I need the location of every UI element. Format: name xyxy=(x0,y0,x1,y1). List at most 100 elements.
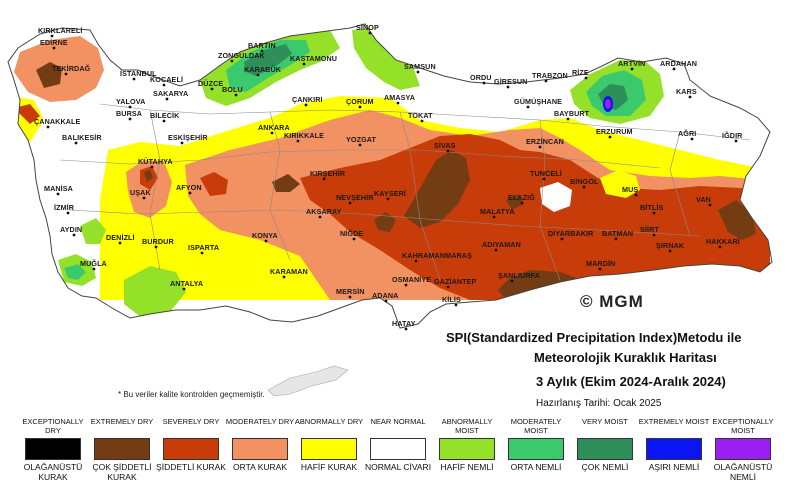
city-label: ORDU xyxy=(470,73,492,82)
city-dot xyxy=(230,59,234,63)
city-dot xyxy=(416,70,420,74)
city-dot xyxy=(52,46,56,50)
city-label: TEKİRDAĞ xyxy=(52,64,91,73)
city-label: EDİRNE xyxy=(40,38,68,47)
legend-item: EXTREMELY DRY ÇOK ŞİDDETLİ KURAK xyxy=(86,417,158,482)
legend-item: SEVERELY DRY ŞİDDETLİ KURAK xyxy=(155,417,227,473)
city-label: YOZGAT xyxy=(346,135,377,144)
legend-tr-label: AŞIRI NEMLİ xyxy=(648,462,700,472)
city-label: RİZE xyxy=(572,68,589,77)
city-label: MERSİN xyxy=(336,287,365,296)
city-label: BARTIN xyxy=(248,41,276,50)
city-label: ERZİNCAN xyxy=(526,137,564,146)
city-label: IĞDIR xyxy=(722,131,743,140)
legend-item: MODERATELY DRY ORTA KURAK xyxy=(224,417,296,473)
city-dot xyxy=(492,215,496,219)
city-dot xyxy=(296,139,300,143)
map-title-line1: SPI(Standardized Precipitation Index)Met… xyxy=(446,330,742,345)
city-dot xyxy=(264,239,268,243)
legend-item: MODERATELY MOIST ORTA NEMLİ xyxy=(500,417,572,473)
legend-swatch xyxy=(163,438,219,460)
city-label: KİLİS xyxy=(442,295,461,304)
city-dot xyxy=(608,135,612,139)
city-dot xyxy=(260,49,264,53)
city-label: KIRŞEHİR xyxy=(310,169,346,178)
city-label: KONYA xyxy=(252,231,278,240)
city-dot xyxy=(180,141,184,145)
legend-en-label: ABNORMALLY MOIST xyxy=(441,417,493,435)
city-label: KOCAELİ xyxy=(150,75,183,84)
legend-swatch xyxy=(508,438,564,460)
city-dot xyxy=(404,327,408,331)
city-dot xyxy=(142,196,146,200)
city-dot xyxy=(182,287,186,291)
legend-en-label: EXTREMELY MOIST xyxy=(638,417,710,426)
city-dot xyxy=(72,233,76,237)
land-outline xyxy=(7,23,773,329)
city-dot xyxy=(154,245,158,249)
city-dot xyxy=(446,149,450,153)
city-dot xyxy=(165,97,169,101)
city-label: DİYARBAKIR xyxy=(548,229,594,238)
city-dot xyxy=(46,125,50,129)
city-dot xyxy=(304,103,308,107)
city-label: SİVAS xyxy=(434,141,456,150)
city-dot xyxy=(688,95,692,99)
city-label: YALOVA xyxy=(116,97,145,106)
city-dot xyxy=(128,117,132,121)
city-dot xyxy=(396,101,400,105)
city-dot xyxy=(386,197,390,201)
city-dot xyxy=(414,259,418,263)
legend-tr-label: ORTA KURAK xyxy=(232,462,287,472)
city-dot xyxy=(634,193,638,197)
city-dot xyxy=(210,87,214,91)
city-label: SAKARYA xyxy=(153,89,188,98)
city-dot xyxy=(582,185,586,189)
city-label: ÇORUM xyxy=(346,97,374,106)
city-label: AFYON xyxy=(176,183,202,192)
city-label: ADANA xyxy=(372,291,398,300)
legend-item: ABNORMALLY DRY HAFİF KURAK xyxy=(293,417,365,473)
city-label: ADIYAMAN xyxy=(482,240,521,249)
city-label: GÜMÜŞHANE xyxy=(514,97,562,106)
legend-swatch xyxy=(232,438,288,460)
city-label: SİİRT xyxy=(640,225,659,234)
legend-item: EXCEPTIONALLY DRY OLAĞANÜSTÜ KURAK xyxy=(17,417,89,482)
city-label: KARAMAN xyxy=(270,267,308,276)
city-dot xyxy=(200,251,204,255)
city-label: ÇANKIRI xyxy=(292,95,323,104)
legend-tr-label: HAFİF KURAK xyxy=(300,462,358,472)
city-dot xyxy=(270,131,274,135)
legend-en-label: MODERATELY MOIST xyxy=(510,417,562,435)
city-label: UŞAK xyxy=(130,188,151,197)
legend-en-label: NEAR NORMAL xyxy=(370,417,426,426)
city-label: KIRIKKALE xyxy=(284,131,324,140)
city-label: VAN xyxy=(696,195,711,204)
legend-en-label: ABNORMALLY DRY xyxy=(294,417,364,426)
city-dot xyxy=(188,191,192,195)
legend-swatch xyxy=(94,438,150,460)
city-label: AYDIN xyxy=(60,225,82,234)
city-dot xyxy=(234,93,238,97)
city-label: BİLECİK xyxy=(150,111,180,120)
legend-swatch xyxy=(439,438,495,460)
city-label: NİĞDE xyxy=(340,229,363,238)
city-label: DÜZCE xyxy=(198,79,223,88)
city-dot xyxy=(358,143,362,147)
city-dot xyxy=(494,248,498,252)
city-label: TOKAT xyxy=(408,111,433,120)
city-label: HAKKARİ xyxy=(706,237,740,246)
city-dot xyxy=(566,117,570,121)
city-dot xyxy=(542,177,546,181)
city-dot xyxy=(302,62,306,66)
city-dot xyxy=(506,85,510,89)
city-dot xyxy=(150,165,154,169)
city-dot xyxy=(92,267,96,271)
city-dot xyxy=(64,72,68,76)
legend-swatch xyxy=(577,438,633,460)
city-dot xyxy=(118,241,122,245)
legend: EXCEPTIONALLY DRY OLAĞANÜSTÜ KURAK EXTREME… xyxy=(0,416,790,491)
city-label: DENİZLİ xyxy=(106,233,135,242)
city-dot xyxy=(358,105,362,109)
